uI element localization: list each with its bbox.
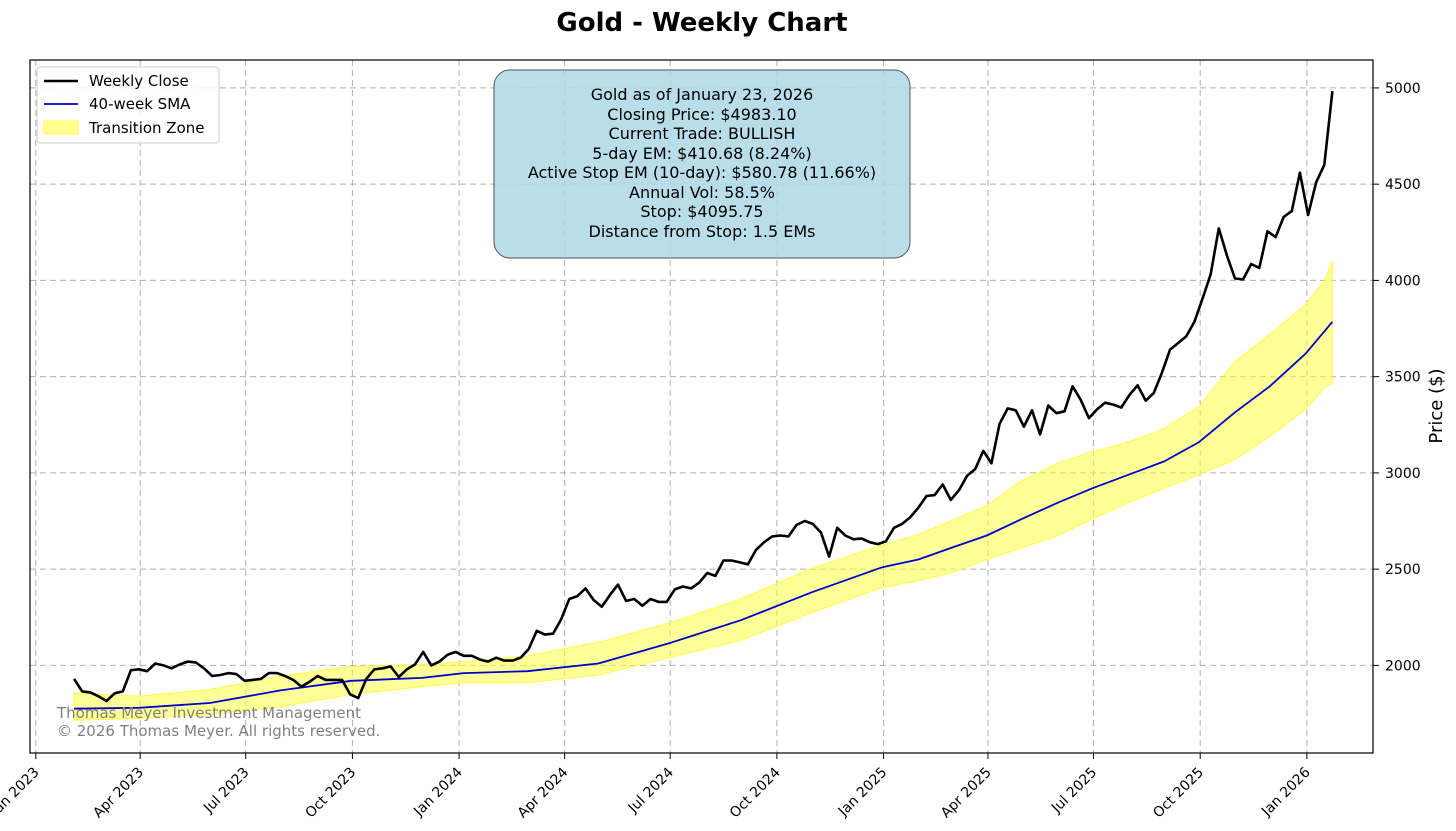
y-axis-label: Price ($) — [1426, 368, 1447, 443]
watermark-company: Thomas Meyer Investment Management — [56, 704, 361, 722]
y-tick-label: 4000 — [1385, 273, 1421, 289]
x-tick-label: Jul 2023 — [200, 765, 252, 817]
x-tick-label: Apr 2023 — [90, 765, 147, 822]
plot-frame — [29, 59, 1374, 754]
x-axis-ticks: Jan 2023 Apr 2023 Jul 2023 Oct 2023 Jan 2024… — [0, 753, 1314, 821]
transition-zone-band — [73, 261, 1333, 721]
info-line-closing-price: Closing Price: $4983.10 — [607, 105, 796, 124]
x-tick-label: Apr 2024 — [515, 764, 572, 821]
legend-label-weekly-close: Weekly Close — [89, 72, 189, 90]
info-line-stop: Stop: $4095.75 — [640, 202, 763, 221]
y-tick-label: 2000 — [1385, 658, 1421, 674]
info-line-stop-em: Active Stop EM (10-day): $580.78 (11.66%… — [528, 163, 876, 182]
x-tick-label: Jan 2024 — [410, 764, 466, 820]
y-tick-label: 5000 — [1385, 81, 1421, 97]
sma-40-week-line — [74, 321, 1334, 710]
x-tick-label: Jan 2026 — [1258, 764, 1314, 820]
info-box-background — [493, 69, 911, 259]
watermark-copyright: © 2026 Thomas Meyer. All rights reserved… — [57, 722, 380, 740]
info-line-date: Gold as of January 23, 2026 — [591, 85, 814, 104]
legend-box — [36, 66, 220, 144]
transition-zone-layer — [73, 261, 1333, 721]
weekly-close-line — [73, 91, 1334, 703]
x-tick-label: Apr 2025 — [938, 765, 995, 822]
legend-swatch-transition-zone — [43, 120, 79, 135]
x-tick-label: Jul 2025 — [1048, 765, 1100, 817]
info-line-distance-from-stop: Distance from Stop: 1.5 EMs — [589, 222, 816, 241]
y-tick-label: 4500 — [1385, 177, 1421, 193]
series-lines-layer — [73, 91, 1334, 710]
x-tick-label: Jul 2024 — [625, 764, 677, 816]
legend: Weekly Close 40-week SMA Transition Zone — [36, 66, 220, 144]
x-tick-label: Oct 2024 — [727, 764, 784, 821]
legend-label-transition-zone: Transition Zone — [88, 119, 205, 137]
info-line-annual-vol: Annual Vol: 58.5% — [629, 183, 775, 202]
x-tick-label: Oct 2023 — [302, 765, 359, 822]
info-box: Gold as of January 23, 2026 Closing Pric… — [493, 69, 911, 259]
y-tick-label: 2500 — [1385, 562, 1421, 578]
x-tick-label: Oct 2025 — [1150, 765, 1207, 822]
info-line-5day-em: 5-day EM: $410.68 (8.24%) — [592, 144, 811, 163]
x-tick-label: Jan 2025 — [835, 765, 891, 821]
x-tick-label: Jan 2023 — [0, 765, 43, 821]
y-axis-ticks: 2000 2500 3000 3500 4000 4500 5000 — [1373, 81, 1421, 674]
y-tick-label: 3000 — [1385, 466, 1421, 482]
chart-title: Gold - Weekly Chart — [556, 8, 847, 38]
info-line-current-trade: Current Trade: BULLISH — [609, 124, 796, 143]
legend-label-sma: 40-week SMA — [89, 95, 191, 113]
y-tick-label: 3500 — [1385, 370, 1421, 386]
